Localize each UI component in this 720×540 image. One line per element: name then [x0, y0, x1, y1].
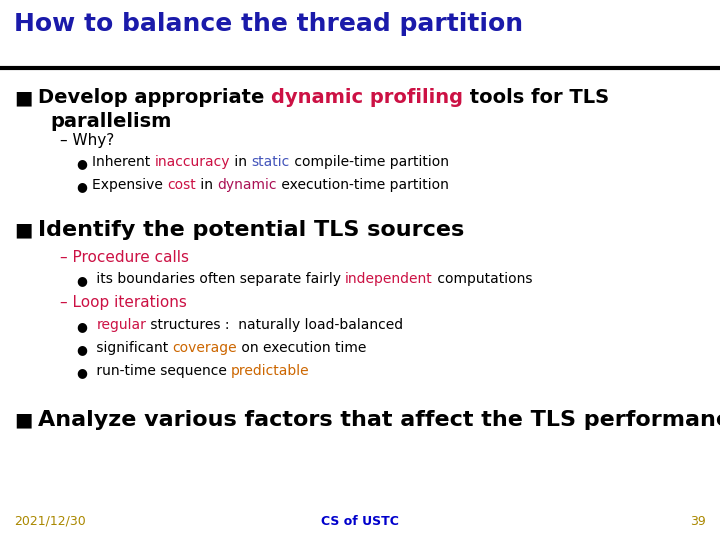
Text: run-time sequence: run-time sequence [92, 364, 231, 378]
Text: compile-time partition: compile-time partition [289, 155, 449, 169]
Text: ●: ● [76, 274, 87, 287]
Text: dynamic: dynamic [217, 178, 277, 192]
Text: Expensive: Expensive [92, 178, 167, 192]
Text: coverage: coverage [173, 341, 238, 355]
Text: independent: independent [346, 272, 433, 286]
Text: 39: 39 [690, 515, 706, 528]
Text: ■: ■ [14, 410, 32, 429]
Text: structures :  naturally load-balanced: structures : naturally load-balanced [146, 318, 403, 332]
Text: How to balance the thread partition: How to balance the thread partition [14, 12, 523, 36]
Text: – Procedure calls: – Procedure calls [60, 250, 189, 265]
Text: ■: ■ [14, 220, 32, 239]
Text: execution-time partition: execution-time partition [277, 178, 449, 192]
Text: in: in [196, 178, 217, 192]
Text: ●: ● [76, 320, 87, 333]
Text: dynamic profiling: dynamic profiling [271, 88, 463, 107]
Text: its: its [92, 272, 113, 286]
Text: significant: significant [92, 341, 173, 355]
Text: predictable: predictable [231, 364, 310, 378]
Text: Develop appropriate: Develop appropriate [38, 88, 271, 107]
Text: boundaries often separate fairly: boundaries often separate fairly [113, 272, 346, 286]
Text: Inherent: Inherent [92, 155, 155, 169]
Text: – Why?: – Why? [60, 133, 114, 148]
Text: regular: regular [96, 318, 146, 332]
Text: static: static [251, 155, 289, 169]
Text: – Loop iterations: – Loop iterations [60, 295, 187, 310]
Text: parallelism: parallelism [50, 112, 171, 131]
Text: Analyze various factors that affect the TLS performance: Analyze various factors that affect the … [38, 410, 720, 430]
Text: cost: cost [167, 178, 196, 192]
Text: on execution time: on execution time [238, 341, 366, 355]
Text: ●: ● [76, 157, 87, 170]
Text: Identify the potential TLS sources: Identify the potential TLS sources [38, 220, 464, 240]
Text: ●: ● [76, 366, 87, 379]
Text: ●: ● [76, 180, 87, 193]
Text: ●: ● [76, 343, 87, 356]
Text: tools for TLS: tools for TLS [463, 88, 609, 107]
Text: CS of USTC: CS of USTC [321, 515, 399, 528]
Text: in: in [230, 155, 251, 169]
Text: 2021/12/30: 2021/12/30 [14, 515, 86, 528]
Text: ■: ■ [14, 88, 32, 107]
Text: computations: computations [433, 272, 533, 286]
Text: inaccuracy: inaccuracy [155, 155, 230, 169]
